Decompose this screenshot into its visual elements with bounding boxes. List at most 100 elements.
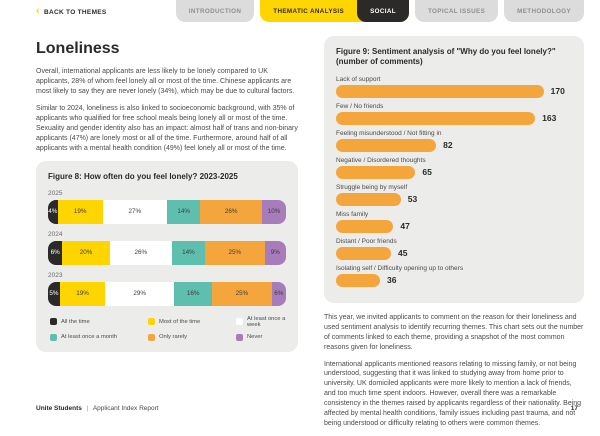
- bar-segment: 16%: [174, 281, 213, 306]
- figure-9-item: Struggle being by myself 53: [336, 184, 572, 206]
- year-label: 2025: [48, 189, 63, 197]
- tab-social[interactable]: SOCIAL: [357, 0, 409, 22]
- right-column: Figure 9: Sentiment analysis of "Why do …: [324, 36, 584, 436]
- figure-9-chart: Lack of support 170 Few / No friends 163 Fee…: [336, 76, 572, 287]
- stacked-bar-2024: 6% 20% 26% 14% 25% 9%: [48, 240, 286, 265]
- bar-segment: 6%: [271, 281, 286, 306]
- top-navigation: ‹ BACK TO THEMES INTRODUCTION THEMATIC A…: [0, 0, 600, 30]
- bar-segment: 26%: [109, 240, 172, 265]
- figure-9-item: Lack of support 170: [336, 76, 572, 98]
- chevron-left-icon: ‹: [36, 5, 40, 17]
- year-label: 2024: [48, 230, 63, 238]
- figure-9-category-label: Few / No friends: [336, 102, 384, 110]
- back-to-themes-link[interactable]: ‹ BACK TO THEMES: [36, 5, 107, 17]
- figure-8-legend: All the time Most of the time At least onc…: [48, 316, 286, 341]
- left-column: Loneliness Overall, international applic…: [36, 36, 298, 436]
- back-to-themes-label: BACK TO THEMES: [43, 9, 107, 16]
- figure-9-value: 65: [422, 167, 432, 178]
- figure-9-category-label: Struggle being by myself: [336, 183, 408, 191]
- figure-9-bar-row: 163: [336, 111, 572, 125]
- tab-topical-issues[interactable]: TOPICAL ISSUES: [414, 0, 499, 22]
- page-title: Loneliness: [36, 40, 120, 57]
- legend-swatch: [148, 333, 155, 341]
- legend-swatch: [236, 333, 243, 341]
- figure-9-bar: [336, 219, 394, 233]
- legend-label: All the time: [61, 318, 90, 325]
- bar-segment: 19%: [57, 199, 103, 224]
- figure-9-category-label: Negative / Disordered thoughts: [336, 156, 426, 164]
- figure-9-title: Figure 9: Sentiment analysis of "Why do …: [336, 47, 572, 68]
- report-name: Applicant Index Report: [92, 405, 159, 412]
- figure-9-value: 53: [407, 194, 418, 205]
- figure-9-value: 47: [400, 221, 410, 232]
- commentary-paragraph-2: International applicants mentioned reaso…: [324, 360, 582, 428]
- figure-9-bar: [336, 84, 544, 98]
- figure-8-row-2025: 2025 4% 19% 27% 14% 26% 10%: [48, 190, 286, 224]
- figure-9-item: Few / No friends 163: [336, 103, 572, 125]
- figure-9-value: 36: [386, 275, 397, 286]
- bar-segment: 9%: [264, 240, 286, 265]
- figure-9-value: 163: [542, 113, 557, 124]
- year-label: 2023: [48, 271, 63, 279]
- figure-9-bar-row: 45: [336, 246, 572, 260]
- bar-segment: 19%: [59, 281, 106, 306]
- figure-9-category-label: Isolating self / Difficulty opening up t…: [336, 264, 464, 272]
- figure-9-category-label: Distant / Poor friends: [336, 237, 397, 245]
- figure-9-bar: [336, 111, 536, 125]
- bar-segment: 29%: [105, 281, 175, 306]
- legend-item: Never: [236, 333, 286, 341]
- bar-segment: 4%: [48, 199, 58, 224]
- brand-name: Unite Students: [36, 405, 82, 412]
- bar-segment: 27%: [102, 199, 167, 224]
- bar-segment: 14%: [166, 199, 201, 224]
- bar-segment: 26%: [200, 199, 263, 224]
- figure-9-bar-row: 47: [336, 219, 572, 233]
- tab-group-thematic: THEMATIC ANALYSIS SOCIAL: [260, 0, 409, 22]
- tab-introduction[interactable]: INTRODUCTION: [175, 0, 255, 22]
- figure-8-chart: 2025 4% 19% 27% 14% 26% 10% 2024 6% 20% 26% 14% 25% 9…: [48, 190, 286, 306]
- figure-9-item: Distant / Poor friends 45: [336, 238, 572, 260]
- legend-item: All the time: [50, 316, 142, 328]
- bar-segment: 25%: [205, 240, 265, 265]
- figure-9-category-label: Feeling misunderstood / Not fitting in: [336, 129, 442, 137]
- legend-swatch: [50, 333, 57, 341]
- figure-8-row-2023: 2023 5% 19% 29% 16% 25% 6%: [48, 272, 286, 306]
- figure-9-item: Feeling misunderstood / Not fitting in 82: [336, 130, 572, 152]
- figure-9-title-line-1: Figure 9: Sentiment analysis of "Why do …: [336, 47, 556, 56]
- figure-9-item: Miss family 47: [336, 211, 572, 233]
- figure-9-bar: [336, 165, 416, 179]
- legend-label: Most of the time: [159, 318, 201, 325]
- bar-segment: 20%: [62, 240, 110, 265]
- footer-separator: |: [86, 405, 89, 412]
- legend-item: Only rarely: [148, 333, 230, 341]
- footer-brand-line: Unite Students | Applicant Index Report: [36, 405, 159, 412]
- page-number: 17: [570, 405, 578, 412]
- figure-9-category-label: Miss family: [336, 210, 369, 218]
- figure-9-bar-row: 36: [336, 273, 572, 287]
- legend-swatch: [50, 318, 57, 326]
- figure-9-bar: [336, 273, 380, 287]
- figure-9-bar-row: 65: [336, 165, 572, 179]
- legend-swatch: [148, 318, 155, 326]
- figure-8-title: Figure 8: How often do you feel lonely? …: [48, 171, 238, 181]
- figure-9-bar-row: 53: [336, 192, 572, 206]
- figure-9-bar: [336, 246, 391, 260]
- legend-item: Most of the time: [148, 316, 230, 328]
- legend-item: At least once a month: [50, 333, 142, 341]
- legend-item: At least once a week: [236, 316, 286, 328]
- page-content: Loneliness Overall, international applic…: [0, 30, 600, 436]
- figure-8-card: Figure 8: How often do you feel lonely? …: [36, 160, 298, 352]
- legend-label: At least once a week: [247, 315, 286, 328]
- figure-9-item: Isolating self / Difficulty opening up t…: [336, 265, 572, 287]
- page-footer: Unite Students | Applicant Index Report …: [36, 405, 578, 412]
- figure-9-category-label: Lack of support: [336, 75, 381, 83]
- tab-thematic-analysis[interactable]: THEMATIC ANALYSIS: [273, 7, 345, 15]
- stacked-bar-2025: 4% 19% 27% 14% 26% 10%: [48, 199, 286, 224]
- intro-paragraph-2: Similar to 2024, loneliness is also link…: [36, 104, 298, 152]
- bar-segment: 10%: [262, 199, 286, 224]
- figure-9-bar-row: 170: [336, 84, 572, 98]
- figure-8-row-2024: 2024 6% 20% 26% 14% 25% 9%: [48, 231, 286, 265]
- figure-9-value: 82: [443, 140, 453, 151]
- tab-methodology[interactable]: METHODOLOGY: [504, 0, 584, 22]
- stacked-bar-2023: 5% 19% 29% 16% 25% 6%: [48, 281, 286, 306]
